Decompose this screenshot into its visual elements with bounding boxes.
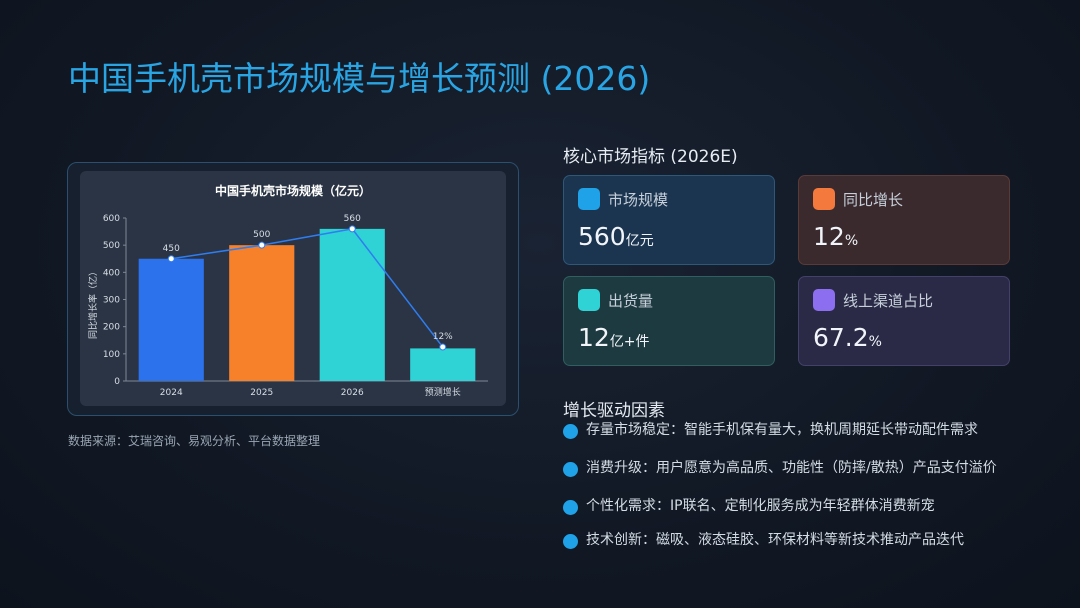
y-tick-label: 300 [103,296,120,306]
metric-value: 12 [578,323,610,352]
driver-item: 技术创新：磁吸、液态硅胶、环保材料等新技术推动产品迭代 [563,530,1023,550]
metric-icon [578,188,600,210]
metric-icon [578,289,600,311]
check-icon [563,500,578,515]
metric-header: 市场规模 [578,188,760,210]
x-tick-label: 预测增长 [425,386,461,398]
metric-unit: % [868,334,882,350]
metric-value-row: 12亿+件 [578,323,760,352]
line-point [258,241,266,249]
source-note: 数据来源：艾瑞咨询、易观分析、平台数据整理 [68,434,321,448]
metric-icon [813,289,835,311]
check-icon [563,424,578,439]
driver-text: 个性化需求：IP联名、定制化服务成为年轻群体消费新宠 [586,498,935,514]
y-tick-label: 400 [103,268,120,278]
chart: 中国手机壳市场规模（亿元） 同比增长率（亿） 0 100 200 300 400 500 6… [80,171,506,406]
metric-unit: 亿+件 [609,334,650,350]
metrics-title: 核心市场指标 (2026E) [563,147,738,167]
metric-header: 出货量 [578,289,760,311]
driver-item: 存量市场稳定：智能手机保有量大，换机周期延长带动配件需求 [563,420,1023,440]
x-tick-label: 2025 [250,388,273,398]
slide-title: 中国手机壳市场规模与增长预测 (2026) [68,59,651,98]
y-tick-label: 200 [103,323,120,333]
metric-icon [813,188,835,210]
y-tick-label: 100 [103,350,120,360]
metric-unit: 亿元 [625,233,654,249]
drivers-title: 增长驱动因素 [563,401,665,421]
data-label: 450 [163,244,180,254]
metric-header: 同比增长 [813,188,995,210]
metric-value-row: 67.2% [813,323,995,352]
line [171,228,444,348]
metric-unit: % [844,233,859,249]
check-icon [563,534,578,549]
line-point [348,225,356,233]
driver-text: 技术创新：磁吸、液态硅胶、环保材料等新技术推动产品迭代 [586,532,964,548]
y-axis-label: 同比增长率（亿） [87,267,99,339]
driver-text: 消费升级：用户愿意为高品质、功能性（防摔/散热）产品支付溢价 [586,460,997,476]
bar [229,245,295,381]
x-tick-label: 2024 [160,388,183,398]
data-label: 12% [433,332,453,342]
metric-label: 出货量 [608,291,654,310]
x-tick-label: 2026 [341,388,364,398]
metric-card: 市场规模 560亿元 [563,175,775,265]
y-tick-label: 0 [114,377,120,387]
metric-card: 同比增长 12% [798,175,1010,265]
chart-panel: 中国手机壳市场规模（亿元） 同比增长率（亿） 0 100 200 300 400 500 6… [67,162,519,416]
metric-card: 出货量 12亿+件 [563,276,775,366]
bar [410,348,476,381]
driver-item: 消费升级：用户愿意为高品质、功能性（防摔/散热）产品支付溢价 [563,458,1023,478]
metric-label: 同比增长 [843,190,904,209]
line-point [167,255,175,263]
driver-text: 存量市场稳定：智能手机保有量大，换机周期延长带动配件需求 [586,422,978,438]
metric-header: 线上渠道占比 [813,289,995,311]
metric-label: 线上渠道占比 [843,291,934,310]
data-label: 500 [253,230,270,240]
check-icon [563,462,578,477]
data-label: 560 [344,214,361,224]
metric-label: 市场规模 [608,190,669,209]
y-tick-label: 600 [103,214,120,224]
metric-value: 560 [578,222,626,251]
metric-card: 线上渠道占比 67.2% [798,276,1010,366]
bar [319,228,385,381]
driver-item: 个性化需求：IP联名、定制化服务成为年轻群体消费新宠 [563,496,1023,516]
y-tick-label: 500 [103,241,120,251]
line-point [439,343,447,351]
metric-value-row: 560亿元 [578,222,760,251]
metric-value: 12 [813,222,845,251]
metric-value-row: 12% [813,222,995,251]
bar [138,258,204,381]
metric-value: 67.2 [813,323,869,352]
chart-title: 中国手机壳市场规模（亿元） [215,183,371,198]
